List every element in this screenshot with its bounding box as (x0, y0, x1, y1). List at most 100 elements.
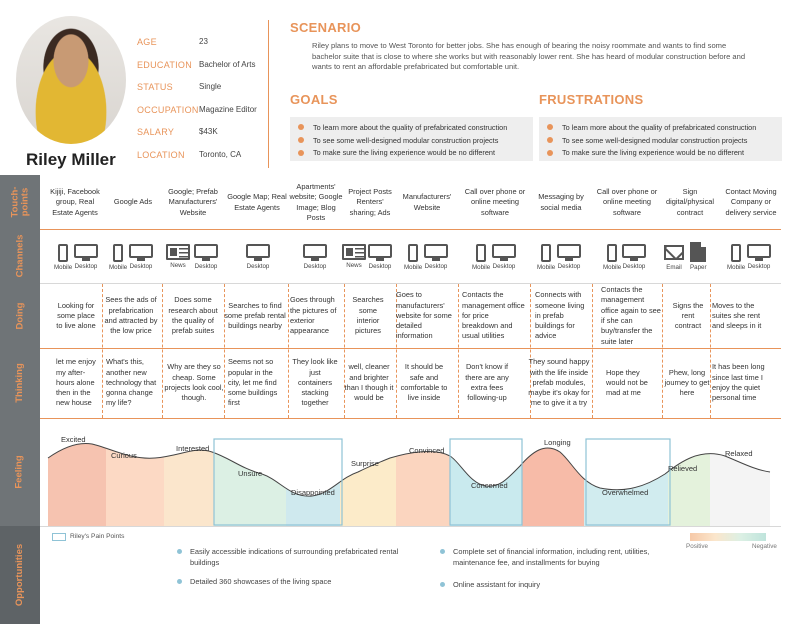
stage-channels: Channels (0, 229, 40, 283)
sentiment-legend-bar (690, 533, 766, 541)
feeling-label: Longing (544, 438, 571, 447)
stage-feeling: Feeling (0, 418, 40, 526)
attr-value: Bachelor of Arts (199, 59, 256, 69)
thinking-cell: Hope they would not be mad at me (606, 367, 648, 398)
channel-desktop: Desktop (368, 244, 392, 270)
thinking-cell: Why are they so cheap. Some projects loo… (164, 362, 224, 403)
pain-point-legend-swatch (52, 533, 66, 541)
touchpoint-cell: Contact Moving Company or delivery servi… (725, 187, 777, 217)
doing-cell: Connects with someone living in prefab b… (535, 290, 585, 341)
goals-title: GOALS (290, 92, 338, 107)
doing-cell: Contacts the management office again to … (601, 285, 661, 346)
channel-label: Desktop (622, 263, 646, 270)
mobile-icon (607, 244, 618, 262)
channel-desktop: Desktop (492, 244, 516, 270)
desktop-icon (747, 244, 771, 261)
paper-icon (690, 242, 707, 262)
scenario-title: SCENARIO (290, 20, 362, 35)
doing-cell: Sees the ads of prefabrication and attra… (104, 295, 158, 336)
channel-label: Desktop (74, 263, 98, 270)
opportunity-item: Easily accessible indications of surroun… (177, 547, 407, 568)
doing-cell: Moves to the suites she rent and sleeps … (712, 300, 762, 331)
channel-label: News (346, 262, 362, 269)
mobile-icon (541, 244, 552, 262)
channel-desktop: Desktop (129, 244, 153, 270)
column-separator (102, 284, 103, 418)
news-icon (342, 244, 366, 260)
persona-avatar (16, 16, 126, 144)
channel-mobile: Mobile (54, 244, 72, 271)
column-separator (396, 284, 397, 418)
email-icon (664, 245, 684, 260)
doing-cell: Contacts the management office for price… (462, 290, 525, 341)
news-icon (166, 244, 190, 260)
attr-label: STATUS (137, 82, 173, 93)
thinking-cell: It should be safe and comfortable to liv… (400, 362, 448, 403)
column-separator (344, 284, 345, 418)
channel-news: News (342, 244, 366, 269)
pain-point-box (449, 438, 523, 526)
channel-label: Mobile (404, 264, 423, 271)
touchpoint-cell: Manufacturers' Website (402, 192, 452, 212)
goal-item: To learn more about the quality of prefa… (298, 121, 525, 134)
opportunity-text: Detailed 360 showcases of the living spa… (190, 577, 332, 586)
attr-value: 23 (199, 37, 208, 46)
doing-cell: Goes through the pictures of exterior ap… (290, 295, 337, 336)
stage-opportunities: Opportunities (0, 526, 40, 624)
touchpoint-cell: Sign digital/physical contract (665, 187, 715, 217)
column-separator (224, 284, 225, 418)
channel-label: Mobile (537, 264, 556, 271)
channel-label: Mobile (472, 264, 491, 271)
row-divider (40, 229, 781, 230)
opportunity-text: Online assistant for inquiry (453, 580, 541, 589)
doing-cell: Looking for some place to live alone (56, 300, 96, 331)
desktop-icon (74, 244, 98, 261)
channel-desktop: Desktop (74, 244, 98, 270)
touchpoint-cell: Google Ads (113, 197, 153, 207)
bullet-icon (298, 137, 304, 144)
attr-age: AGE 23 (137, 37, 267, 60)
touchpoint-cell: Google; Prefab Manufacturers' Website (168, 187, 218, 217)
stage-label: Opportunities (14, 543, 25, 607)
scenario-text: Riley plans to move to West Toronto for … (312, 41, 746, 71)
channel-paper: Paper (690, 242, 707, 271)
attr-salary: SALARY $43K (137, 127, 267, 150)
pain-point-legend-label: Riley's Pain Points (70, 533, 125, 540)
frustrations-title: FRUSTRATIONS (539, 92, 644, 107)
feeling-label: Relieved (668, 464, 698, 473)
desktop-icon (246, 244, 270, 261)
channel-desktop: Desktop (246, 244, 270, 270)
doing-cell: Searches to find some prefab rental buil… (224, 300, 286, 331)
bullet-icon (547, 137, 553, 144)
feeling-label: Curious (111, 451, 137, 460)
channel-mobile: Mobile (537, 244, 555, 271)
stage-touchpoints: Touch- points (0, 175, 40, 229)
stage-thinking: Thinking (0, 348, 40, 418)
bullet-icon (177, 549, 182, 554)
bullet-icon (298, 149, 304, 156)
attr-label: LOCATION (137, 149, 185, 160)
mobile-icon (408, 244, 419, 262)
channel-label: Desktop (246, 263, 270, 270)
attr-label: OCCUPATION (137, 104, 199, 115)
goal-item: To make sure the living experience would… (298, 147, 525, 160)
mobile-icon (731, 244, 742, 262)
feeling-label: Overwhelmed (602, 488, 649, 497)
desktop-icon (368, 244, 392, 261)
row-divider (40, 348, 781, 349)
attr-education: EDUCATION Bachelor of Arts (137, 60, 267, 83)
touchpoint-cell: Call over phone or online meeting softwa… (596, 187, 658, 217)
channel-mobile: Mobile (404, 244, 422, 271)
attr-value: $43K (199, 127, 218, 137)
attr-label: EDUCATION (137, 59, 193, 70)
channel-email: Email (664, 245, 684, 271)
channel-label: Desktop (194, 263, 218, 270)
thinking-cell: They sound happy with the life inside pr… (528, 357, 590, 408)
bullet-icon (547, 149, 553, 156)
goal-item: To see some well-designed modular constr… (298, 134, 525, 147)
attr-status: STATUS Single (137, 82, 267, 105)
feeling-label: Relaxed (725, 449, 753, 458)
row-divider (40, 526, 781, 527)
frustration-item: To see some well-designed modular constr… (547, 134, 774, 147)
channel-label: Mobile (727, 264, 746, 271)
